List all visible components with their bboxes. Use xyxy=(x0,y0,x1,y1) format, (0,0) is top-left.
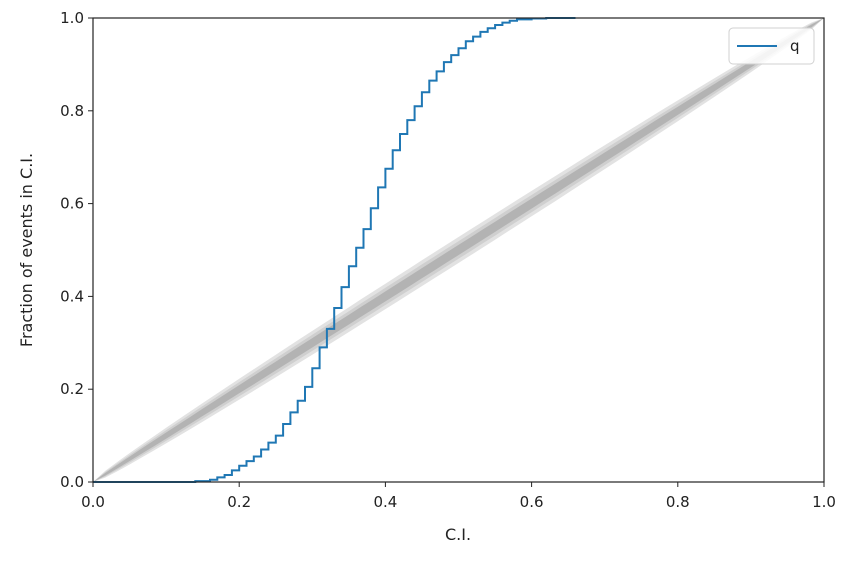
y-axis-label: Fraction of events in C.I. xyxy=(17,153,36,347)
confidence-band-inner xyxy=(93,18,824,482)
series-layer xyxy=(93,17,576,483)
x-tick-label: 0.0 xyxy=(81,493,105,511)
x-tick-label: 0.4 xyxy=(373,493,397,511)
confidence-bands xyxy=(93,18,824,482)
x-axis-ticks: 0.0 0.2 0.4 0.6 0.8 1.0 xyxy=(81,482,836,511)
y-tick-label: 0.6 xyxy=(60,195,84,213)
y-tick-label: 1.0 xyxy=(60,9,84,27)
plot-frame xyxy=(92,17,825,483)
x-tick-label: 0.8 xyxy=(666,493,690,511)
y-axis-ticks: 0.0 0.2 0.4 0.6 0.8 1.0 xyxy=(60,9,93,491)
x-tick-label: 0.2 xyxy=(227,493,251,511)
legend: q xyxy=(728,27,815,65)
x-tick-label: 1.0 xyxy=(812,493,836,511)
y-tick-label: 0.4 xyxy=(60,287,84,305)
series-line-q xyxy=(93,17,576,483)
legend-label-q: q xyxy=(790,37,800,55)
y-tick-label: 0.8 xyxy=(60,102,84,120)
x-tick-label: 0.6 xyxy=(520,493,544,511)
x-axis-label: C.I. xyxy=(445,525,471,544)
y-tick-label: 0.0 xyxy=(60,473,84,491)
y-tick-label: 0.2 xyxy=(60,380,84,398)
